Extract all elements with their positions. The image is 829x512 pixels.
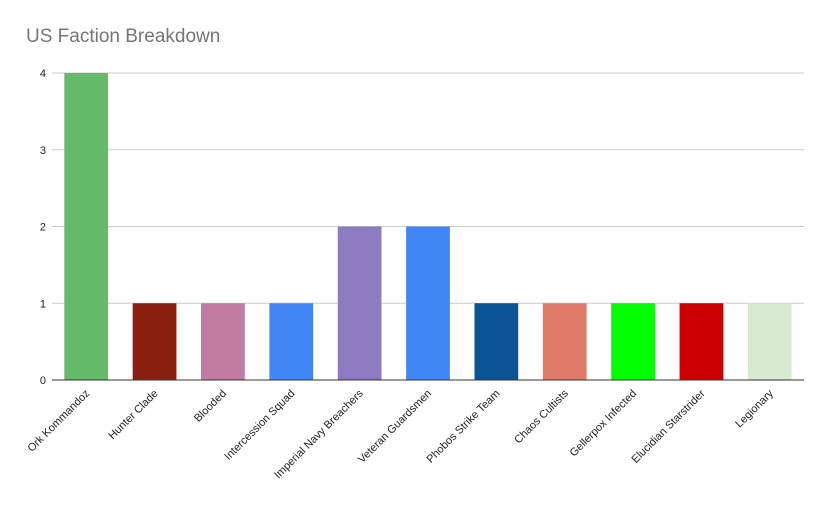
- x-axis-ticks: Ork Kommandoz Hunter Clade BloodedInterces…: [25, 387, 776, 481]
- y-tick-label: 3: [40, 145, 46, 157]
- y-tick-label: 1: [40, 298, 46, 310]
- bar-phobos-strike-team: [474, 303, 519, 380]
- bar-gellerpox-infected: [611, 303, 655, 380]
- y-tick-label: 2: [40, 222, 46, 234]
- x-tick-label: Gellerpox Infected: [568, 388, 640, 460]
- bar-veteran-guardsmen: [406, 226, 450, 380]
- x-tick-label: Legionary: [733, 387, 776, 430]
- y-tick-label: 4: [40, 68, 46, 80]
- bar-intercession-squad: [269, 303, 314, 380]
- x-tick-label: Elucidian Starstrider: [629, 387, 707, 465]
- x-tick-label: Intercession Squad: [222, 388, 297, 463]
- x-tick-label: Veteran Guardsmen: [356, 388, 434, 466]
- bar-blooded: [201, 303, 245, 380]
- x-tick-label: Phobos Strike Team: [425, 388, 503, 466]
- bar-imperial-navy-breachers: [337, 226, 382, 380]
- chart-title: US Faction Breakdown: [26, 26, 221, 47]
- bar-ork-kommandoz: [64, 73, 109, 380]
- bar-chaos-cultists: [542, 303, 587, 380]
- y-tick-label: 0: [40, 375, 46, 387]
- x-tick-label: Blooded: [192, 388, 229, 425]
- x-tick-label: Hunter Clade: [106, 388, 160, 442]
- x-tick-label: Chaos Cultists: [512, 387, 571, 446]
- x-tick-label: Ork Kommandoz: [25, 388, 92, 455]
- bars: [64, 73, 792, 380]
- y-axis-ticks: 0 1 2 3 4: [40, 68, 46, 387]
- bar-hunter-clade: [132, 303, 177, 380]
- bar-elucidian-starstrider: [679, 303, 724, 380]
- bar-legionary: [747, 303, 792, 380]
